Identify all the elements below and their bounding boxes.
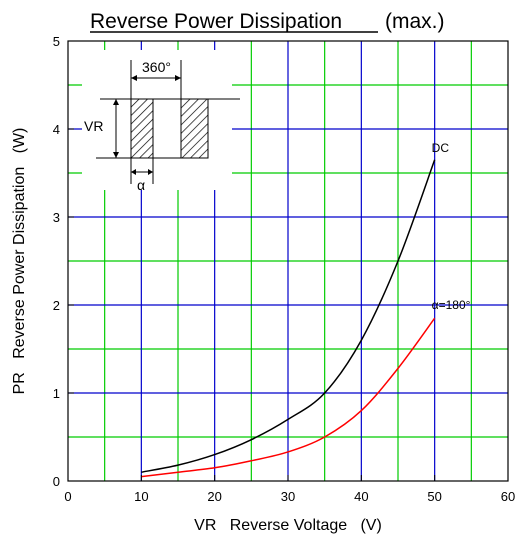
inset-diagram: 360° VR α — [82, 50, 240, 193]
y-tick-label: 4 — [53, 122, 60, 137]
x-tick-label: 50 — [427, 489, 441, 504]
chart-title-suffix: (max.) — [385, 10, 445, 33]
inset-period-arrowhead-left — [131, 75, 137, 81]
chart-title: Reverse Power Dissipation — [90, 10, 342, 33]
inset-pulse-2 — [180, 98, 209, 159]
x-tick-label: 40 — [354, 489, 368, 504]
curves: DC α=180° — [141, 141, 471, 478]
x-tick-label: 20 — [207, 489, 221, 504]
inset-conduction-arrowhead-right — [148, 169, 153, 175]
y-tick-label: 0 — [53, 474, 60, 489]
y-axis-label: PR Reverse Power Dissipation (W) — [11, 128, 28, 395]
x-axis-label: VR Reverse Voltage (V) — [194, 517, 382, 534]
x-tick-label: 10 — [134, 489, 148, 504]
inset-amplitude-arrowhead-bottom — [113, 152, 119, 158]
inset-conduction-label: α — [137, 177, 145, 193]
y-tick-label: 2 — [53, 298, 60, 313]
inset-period-arrowhead-right — [175, 75, 181, 81]
inset-amplitude-arrowhead-top — [113, 99, 119, 105]
series-label-alpha-180: α=180° — [432, 298, 471, 312]
series-label-dc: DC — [432, 141, 450, 155]
ticks: 0 10 20 30 40 50 60 0 1 2 3 4 5 — [53, 34, 515, 504]
y-tick-label: 3 — [53, 210, 60, 225]
series-line-alpha-180 — [141, 317, 436, 478]
y-tick-label: 1 — [53, 386, 60, 401]
x-tick-label: 60 — [501, 489, 515, 504]
x-tick-label: 30 — [281, 489, 295, 504]
series-line-dc — [141, 159, 436, 473]
plot-frame — [67, 40, 509, 482]
inset-amplitude-label: VR — [84, 118, 103, 134]
inset-conduction-arrowhead-left — [131, 169, 136, 175]
y-tick-label: 5 — [53, 34, 60, 49]
inset-period-label: 360° — [142, 59, 171, 75]
inset-pulse-1 — [130, 98, 154, 159]
x-tick-label: 0 — [64, 489, 71, 504]
